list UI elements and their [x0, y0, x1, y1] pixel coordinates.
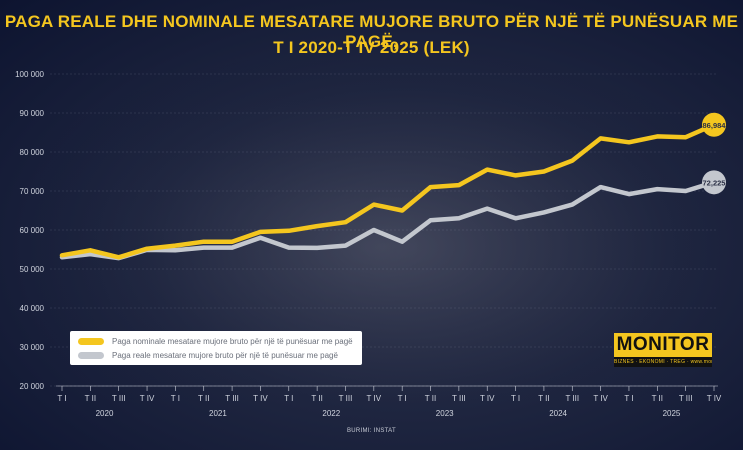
legend-swatch-nominal: [78, 337, 104, 345]
x-tick-label: T IV: [367, 394, 382, 403]
legend-swatch-real: [78, 351, 104, 359]
year-label: 2024: [549, 409, 567, 418]
legend-item-real: Paga reale mesatare mujore bruto për një…: [78, 348, 338, 362]
x-tick-label: T I: [511, 394, 520, 403]
x-tick-label: T III: [112, 394, 126, 403]
legend-label-real: Paga reale mesatare mujore bruto për një…: [112, 350, 338, 360]
x-tick-label: T IV: [707, 394, 722, 403]
end-label-nominal: 86,984: [703, 121, 727, 130]
end-marker-nominal: [702, 112, 726, 137]
year-label: 2022: [322, 409, 340, 418]
y-tick-label: 40 000: [20, 304, 45, 313]
y-tick-label: 90 000: [20, 109, 45, 118]
x-tick-label: T III: [339, 394, 353, 403]
y-tick-label: 30 000: [20, 343, 45, 352]
y-tick-label: 20 000: [20, 382, 45, 391]
x-tick-label: T II: [198, 394, 209, 403]
series-line-nominal: [59, 122, 717, 260]
chart-title-line-1: PAGA REALE DHE NOMINALE MESATARE MUJORE …: [4, 12, 739, 51]
year-label: 2020: [96, 409, 114, 418]
y-tick-label: 50 000: [20, 265, 45, 274]
x-tick-label: T II: [425, 394, 436, 403]
x-tick-label: T II: [652, 394, 663, 403]
end-label-real: 72,225: [703, 178, 726, 187]
y-axis: 20 000 30 000 40 000 50 000 60 000 70 000 80 0…: [15, 70, 44, 391]
x-tick-label: T IV: [480, 394, 495, 403]
x-tick-label: T III: [452, 394, 466, 403]
chart-title-line-2: T I 2020-T IV 2025 (LEK): [273, 38, 470, 57]
x-tick-label: T I: [398, 394, 407, 403]
x-tick-label: T III: [225, 394, 239, 403]
x-tick-label: T II: [311, 394, 322, 403]
series-lines: [59, 122, 717, 261]
x-tick-label: T IV: [593, 394, 608, 403]
end-marker-real: [702, 170, 726, 195]
y-tick-label: 60 000: [20, 226, 45, 235]
year-label: 2021: [209, 409, 227, 418]
x-tick-label: T III: [679, 394, 693, 403]
monitor-logo: MONITOR BIZNES · EKONOMI · TREG · www.mo…: [614, 333, 712, 367]
y-tick-label: 100 000: [15, 70, 44, 79]
legend-item-nominal: Paga nominale mesatare mujore bruto për …: [78, 334, 353, 348]
end-labels: 72,225 86,984: [702, 112, 727, 195]
logo-tagline: BIZNES · EKONOMI · TREG · www.monitor.al: [614, 357, 712, 367]
x-tick-label: T I: [284, 394, 293, 403]
year-label: 2025: [663, 409, 681, 418]
logo-wordmark: MONITOR: [616, 334, 710, 355]
x-tick-label: T IV: [140, 394, 155, 403]
y-tick-label: 80 000: [20, 148, 45, 157]
x-tick-label: T III: [565, 394, 579, 403]
legend-label-nominal: Paga nominale mesatare mujore bruto për …: [112, 336, 353, 346]
series-line-real: [59, 180, 717, 261]
year-label: 2023: [436, 409, 454, 418]
x-tick-label: T I: [171, 394, 180, 403]
x-tick-label: T IV: [253, 394, 268, 403]
source-note: BURIMI: INSTAT: [347, 428, 396, 434]
x-axis: T I T II T III T IV T I T II T III T IV T I T II T…: [56, 385, 722, 418]
x-tick-label: T II: [85, 394, 96, 403]
x-tick-label: T II: [538, 394, 549, 403]
x-tick-label: T I: [624, 394, 633, 403]
legend: Paga nominale mesatare mujore bruto për …: [70, 331, 362, 365]
x-tick-label: T I: [57, 394, 66, 403]
y-tick-label: 70 000: [20, 187, 45, 196]
